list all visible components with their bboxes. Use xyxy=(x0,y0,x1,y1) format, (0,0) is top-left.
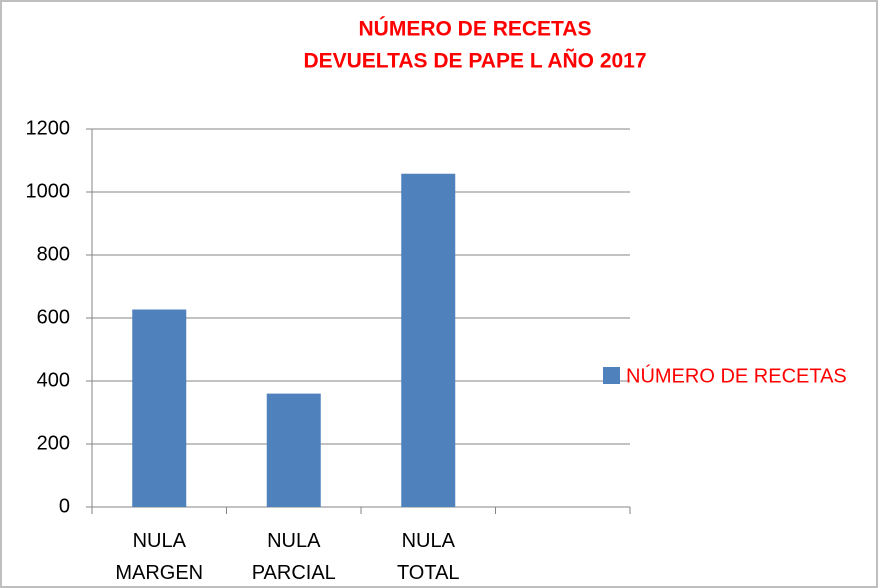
bar xyxy=(401,173,456,508)
y-tick-label: 400 xyxy=(37,369,70,391)
y-tick-label: 600 xyxy=(37,306,70,328)
x-tick-label: NULA MARGEN xyxy=(115,530,204,584)
y-tick-label: 1200 xyxy=(26,117,71,139)
legend-swatch xyxy=(603,367,620,384)
chart-subtitle: DEVUELTAS DE PAPE L AÑO 2017 xyxy=(303,50,646,73)
legend-label: NÚMERO DE RECETAS xyxy=(626,364,847,387)
bar xyxy=(266,393,321,507)
chart-title: NÚMERO DE RECETAS xyxy=(359,17,592,41)
y-tick-label: 0 xyxy=(59,495,70,517)
x-tick-label: NULA TOTAL xyxy=(396,530,460,584)
y-tick-label: 800 xyxy=(37,243,70,265)
x-tick-label: NULA PARCIAL xyxy=(251,530,336,584)
y-tick-label: 1000 xyxy=(26,180,71,202)
y-tick-label: 200 xyxy=(37,432,70,454)
bar xyxy=(132,309,187,507)
